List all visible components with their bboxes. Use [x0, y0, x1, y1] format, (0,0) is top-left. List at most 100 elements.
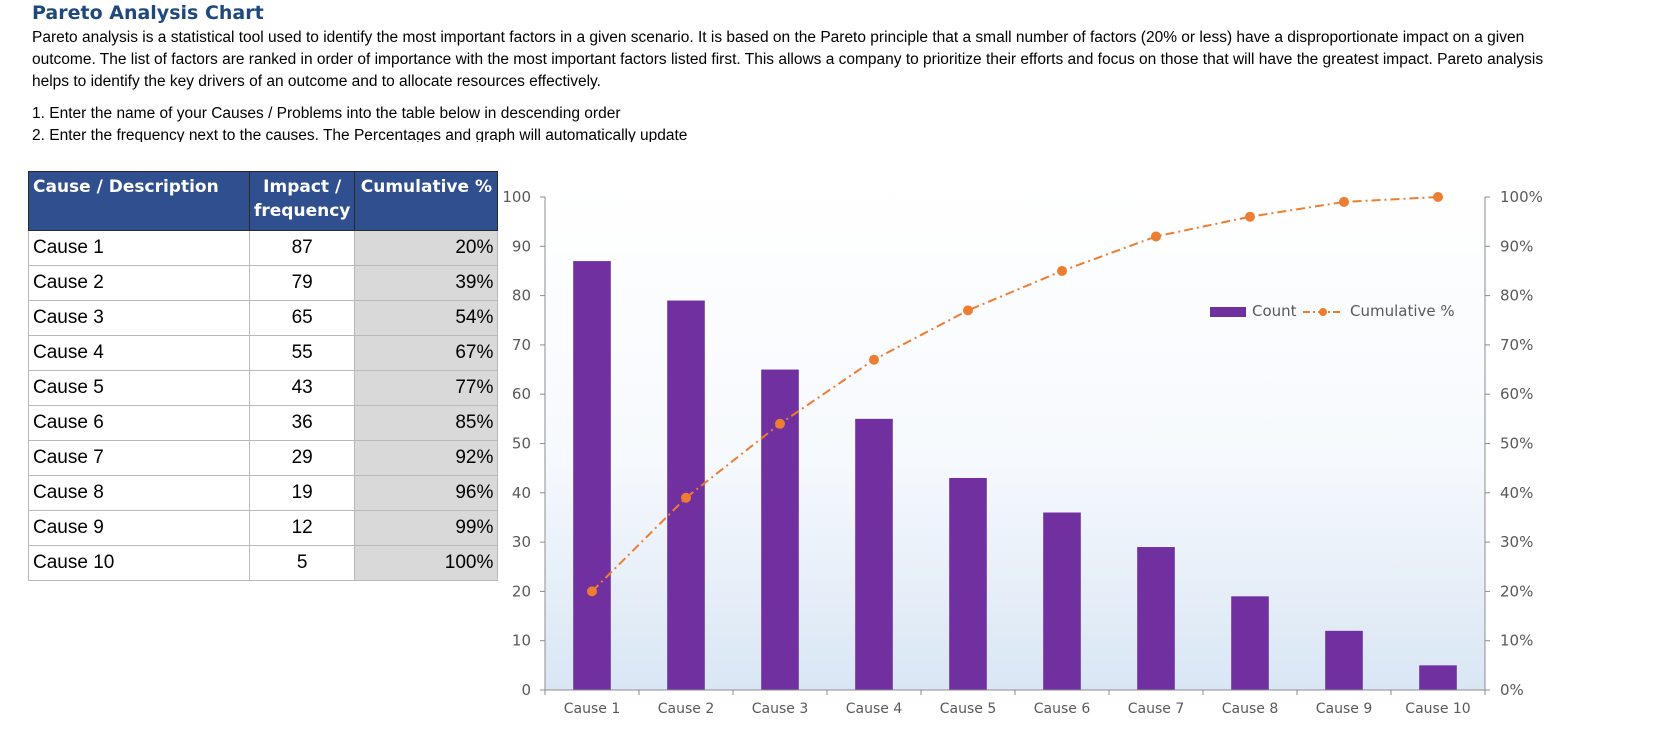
x-tick-label: Cause 2	[658, 701, 715, 717]
cause-cell[interactable]: Cause 8	[28, 475, 250, 511]
legend-cumulative-label: Cumulative %	[1350, 302, 1455, 320]
y2-tick-label: 30%	[1500, 533, 1533, 551]
cumulative-point	[1151, 231, 1161, 242]
cumulative-cell: 100%	[354, 545, 499, 581]
legend-count-label: Count	[1252, 302, 1297, 320]
bar-count	[949, 478, 987, 690]
impact-cell[interactable]: 65	[248, 300, 356, 336]
intro-paragraph: Pareto analysis is a statistical tool us…	[32, 29, 1544, 90]
legend-cumulative-marker	[1319, 308, 1327, 316]
cause-cell[interactable]: Cause 9	[28, 510, 250, 546]
x-tick-label: Cause 10	[1405, 701, 1470, 717]
cumulative-cell: 20%	[354, 230, 499, 266]
impact-cell[interactable]: 12	[248, 510, 356, 546]
chart-legend: Count Cumulative %	[1210, 302, 1455, 320]
y2-tick-label: 60%	[1500, 385, 1533, 403]
y2-tick-label: 70%	[1500, 336, 1533, 354]
x-tick-label: Cause 1	[564, 701, 621, 717]
x-tick-label: Cause 6	[1034, 701, 1091, 717]
y-tick-label: 50	[512, 435, 531, 453]
y-tick-label: 100	[502, 188, 531, 206]
cumulative-cell: 77%	[354, 370, 499, 406]
bar-count	[855, 418, 893, 690]
impact-cell[interactable]: 29	[248, 440, 356, 476]
y2-tick-label: 40%	[1500, 484, 1533, 502]
cause-cell[interactable]: Cause 1	[28, 230, 250, 266]
impact-cell[interactable]: 36	[248, 405, 356, 441]
header-cause-description: Cause / Description	[28, 171, 250, 231]
y2-tick-label: 0%	[1500, 681, 1524, 699]
cumulative-cell: 39%	[354, 265, 499, 301]
cumulative-line	[591, 196, 1439, 593]
page-title: Pareto Analysis Chart	[32, 2, 264, 24]
impact-cell[interactable]: 79	[248, 265, 356, 301]
pareto-table: Cause / Description Impact / frequency C…	[28, 171, 499, 581]
bar-count	[1137, 547, 1175, 690]
x-tick-label: Cause 5	[940, 701, 997, 717]
cause-cell[interactable]: Cause 7	[28, 440, 250, 476]
cumulative-point	[775, 418, 785, 429]
impact-cell[interactable]: 43	[248, 370, 356, 406]
cumulative-point	[1433, 192, 1443, 202]
cumulative-cell: 85%	[354, 405, 499, 441]
cumulative-point	[963, 305, 973, 316]
table-row: Cause 2 79 39%	[28, 265, 499, 301]
impact-cell[interactable]: 55	[248, 335, 356, 371]
instruction-step-1: 1. Enter the name of your Causes / Probl…	[32, 105, 621, 122]
x-tick-label: Cause 8	[1222, 701, 1279, 717]
x-tick-label: Cause 4	[846, 701, 903, 717]
cumulative-point	[681, 492, 691, 503]
header-cumulative-percent: Cumulative %	[354, 171, 499, 231]
cumulative-cell: 99%	[354, 510, 499, 546]
table-row: Cause 8 19 96%	[28, 475, 499, 511]
bar-count	[1231, 596, 1269, 690]
impact-cell[interactable]: 5	[248, 545, 356, 581]
legend-count-swatch	[1210, 307, 1246, 317]
y-tick-label: 10	[512, 632, 531, 650]
cumulative-cell: 67%	[354, 335, 499, 371]
cumulative-cell: 54%	[354, 300, 499, 336]
table-row: Cause 3 65 54%	[28, 300, 499, 336]
y2-tick-label: 20%	[1500, 582, 1533, 600]
y2-tick-label: 90%	[1500, 237, 1533, 255]
impact-cell[interactable]: 19	[248, 475, 356, 511]
cause-cell[interactable]: Cause 3	[28, 300, 250, 336]
cause-cell[interactable]: Cause 6	[28, 405, 250, 441]
table-row: Cause 10 5 100%	[28, 545, 499, 581]
cause-cell[interactable]: Cause 2	[28, 265, 250, 301]
cumulative-point	[1057, 265, 1067, 276]
bar-count	[1419, 665, 1457, 690]
y-tick-label: 0	[521, 681, 531, 699]
cause-cell[interactable]: Cause 10	[28, 545, 250, 581]
cause-cell[interactable]: Cause 4	[28, 335, 250, 371]
y2-tick-label: 10%	[1500, 632, 1533, 650]
pareto-chart: 0 10 20 30 40 50 60 70 80 90 100 0% 10% 20% 30% 40% 50% 6…	[502, 180, 1543, 717]
y-tick-label: 60	[512, 385, 531, 403]
cumulative-point	[869, 354, 879, 365]
cumulative-cell: 96%	[354, 475, 499, 511]
y-tick-label: 20	[512, 582, 531, 600]
bar-count	[1043, 512, 1081, 690]
y2-tick-label: 80%	[1500, 287, 1533, 305]
cumulative-point	[587, 586, 597, 597]
y-tick-label: 30	[512, 533, 531, 551]
y-tick-label: 40	[512, 484, 531, 502]
cumulative-cell: 92%	[354, 440, 499, 476]
table-row: Cause 7 29 92%	[28, 440, 499, 476]
y2-tick-label: 100%	[1500, 188, 1543, 206]
cumulative-point	[1245, 211, 1255, 222]
x-tick-label: Cause 9	[1316, 701, 1373, 717]
y-tick-label: 80	[512, 287, 531, 305]
y2-tick-label: 50%	[1500, 435, 1533, 453]
table-row: Cause 5 43 77%	[28, 370, 499, 406]
bar-count	[573, 261, 611, 690]
cause-cell[interactable]: Cause 5	[28, 370, 250, 406]
bar-count	[761, 369, 799, 690]
bar-count	[1325, 630, 1363, 690]
table-header-row: Cause / Description Impact / frequency C…	[28, 171, 499, 231]
table-row: Cause 6 36 85%	[28, 405, 499, 441]
x-tick-label: Cause 7	[1128, 701, 1185, 717]
x-tick-label: Cause 3	[752, 701, 809, 717]
impact-cell[interactable]: 87	[248, 230, 356, 266]
header-impact-frequency: Impact / frequency	[248, 171, 356, 231]
